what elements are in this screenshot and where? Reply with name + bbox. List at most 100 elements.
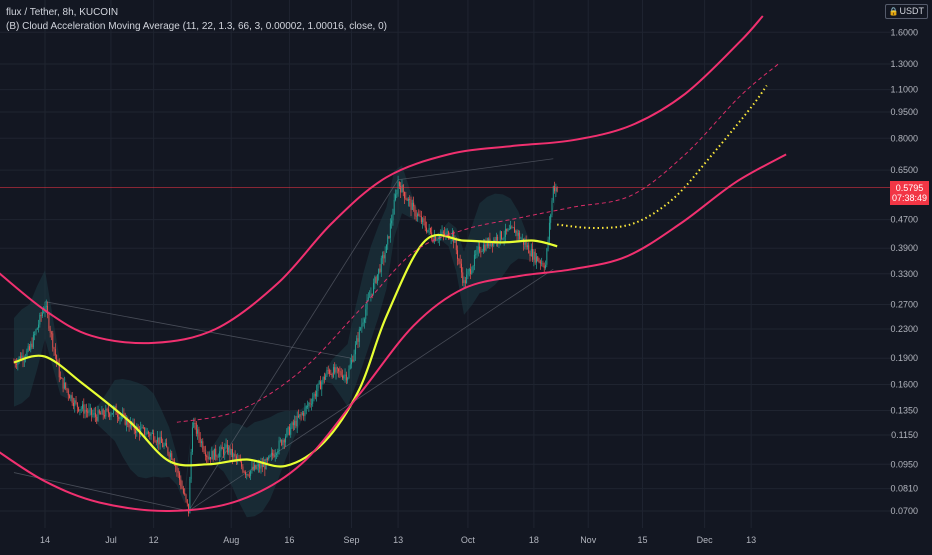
candle-body (123, 413, 125, 415)
x-tick-label: Nov (580, 535, 597, 545)
candle-body (418, 214, 420, 216)
candle-body (400, 186, 402, 193)
candle-body (481, 250, 483, 252)
candle-body (256, 466, 258, 469)
candle-body (466, 274, 468, 284)
x-tick-label: 14 (40, 535, 50, 545)
candle-body (38, 324, 39, 328)
candle-body (225, 444, 227, 448)
candle-body (191, 427, 193, 452)
candle-body (524, 241, 526, 245)
candle-body (511, 226, 513, 228)
y-tick-label: 0.2700 (890, 299, 918, 309)
candle-body (48, 314, 50, 329)
candle-body (287, 426, 289, 430)
candle-body (104, 415, 105, 417)
candle-body (58, 363, 60, 378)
candle-body (101, 409, 103, 415)
candle-body (17, 360, 19, 365)
candle-body (422, 218, 424, 223)
candle-body (344, 374, 346, 376)
candle-body (97, 410, 99, 421)
candle-body (484, 244, 486, 251)
candle-body (75, 400, 77, 403)
candle-body (63, 382, 65, 389)
candle-body (479, 246, 481, 252)
candle-body (79, 409, 81, 412)
candle-body (40, 314, 42, 317)
candle-body (118, 416, 120, 420)
candle-body (436, 239, 438, 241)
candle-body (364, 319, 365, 323)
candle-body (525, 241, 527, 248)
candle-body (423, 218, 425, 222)
candle-body (499, 231, 501, 242)
candle-body (198, 429, 200, 438)
currency-badge[interactable]: 🔒USDT (884, 4, 928, 19)
candle-body (457, 250, 459, 259)
x-tick-label: 12 (149, 535, 159, 545)
candle-body (309, 403, 311, 404)
candle-body (380, 258, 382, 272)
candle-body (454, 239, 456, 243)
y-tick-label: 0.0810 (890, 484, 918, 494)
symbol-title[interactable]: flux / Tether, 8h, KUCOIN (6, 7, 119, 18)
candle-body (358, 329, 360, 342)
candle-body (36, 327, 38, 330)
candle-body (189, 479, 191, 514)
candle-body (203, 449, 205, 453)
candle-body (298, 415, 299, 417)
candle-body (446, 231, 448, 233)
y-tick-label: 1.6000 (890, 27, 918, 37)
candle-body (520, 238, 522, 240)
x-tick-label: Dec (697, 535, 714, 545)
last-price-tag: 0.5795 07:38:49 (890, 181, 929, 205)
candle-body (415, 215, 417, 217)
candle-body (313, 393, 315, 399)
candle-body (184, 492, 186, 495)
candle-body (56, 355, 58, 362)
candle-body (462, 272, 464, 284)
candle-body (263, 463, 265, 468)
candle-body (215, 448, 217, 457)
candle-body (145, 434, 147, 435)
candle-body (388, 236, 390, 238)
candle-body (273, 454, 275, 457)
candle-body (338, 368, 340, 372)
candle-body (226, 444, 228, 453)
candle-body (506, 228, 508, 232)
candle-body (449, 238, 451, 240)
upper-band-line (0, 15, 764, 345)
candle-body (27, 346, 29, 351)
candle-body (257, 464, 259, 467)
candle-body (435, 236, 437, 241)
candle-body (486, 241, 488, 247)
candle-body (251, 466, 253, 471)
candle-body (409, 199, 411, 200)
candle-body (171, 453, 173, 460)
candle-body (427, 229, 429, 232)
x-tick-label: 13 (393, 535, 403, 545)
candle-body (470, 269, 471, 274)
y-tick-label: 0.0950 (890, 459, 918, 469)
candle-body (521, 238, 523, 240)
candle-body (98, 410, 100, 414)
candle-body (277, 450, 279, 455)
candle-body (26, 350, 28, 357)
candle-body (172, 459, 174, 461)
candle-body (360, 328, 362, 330)
candle-body (510, 226, 512, 230)
candle-body (105, 408, 107, 417)
candle-body (93, 412, 95, 415)
indicator-label[interactable]: (B) Cloud Acceleration Moving Average (1… (6, 21, 387, 32)
candle-body (83, 404, 85, 414)
candle-body (369, 296, 371, 298)
candle-body (404, 191, 405, 199)
candle-body (534, 251, 536, 263)
candle-body (296, 415, 298, 427)
candle-body (241, 461, 243, 467)
candle-body (52, 333, 54, 348)
candle-body (220, 446, 222, 452)
